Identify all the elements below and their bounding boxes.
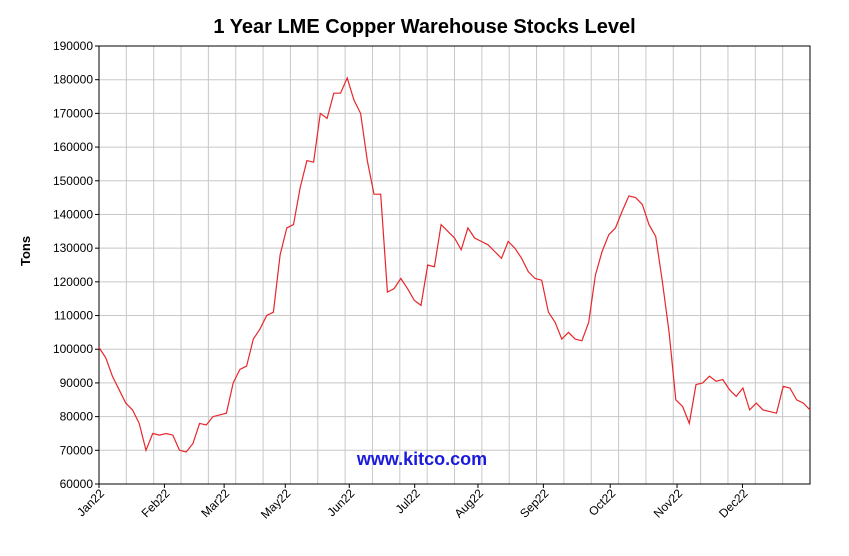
y-tick-label: 100000: [53, 342, 93, 356]
y-tick-label: 150000: [53, 174, 93, 188]
y-tick-label: 90000: [60, 376, 94, 390]
x-tick-label: Sep22: [517, 486, 552, 521]
x-tick-label: Oct22: [586, 486, 619, 519]
x-tick-label: Mar22: [198, 486, 232, 520]
y-tick-label: 160000: [53, 140, 93, 154]
chart-title: 1 Year LME Copper Warehouse Stocks Level: [213, 16, 636, 38]
y-tick-label: 190000: [53, 39, 93, 53]
x-tick-label: Jul22: [393, 486, 423, 516]
y-tick-label: 120000: [53, 275, 93, 289]
x-tick-label: Jun22: [324, 486, 357, 519]
series-line: [98, 76, 811, 453]
x-tick-label: May22: [258, 486, 294, 522]
y-tick-label: 60000: [60, 477, 94, 491]
watermark-text: www.kitco.com: [356, 449, 487, 469]
y-tick-label: 80000: [60, 410, 94, 424]
y-tick-label: 170000: [53, 106, 93, 120]
y-tick-label: 140000: [53, 207, 93, 221]
x-tick-label: Nov22: [651, 486, 686, 521]
x-tick-label: Dec22: [716, 486, 751, 521]
y-tick-label: 180000: [53, 73, 93, 87]
y-tick-label: 130000: [53, 241, 93, 255]
x-tick-label: Aug22: [452, 486, 487, 521]
y-tick-label: 70000: [60, 443, 94, 457]
y-tick-label: 110000: [54, 309, 93, 323]
x-tick-label: Feb22: [139, 486, 173, 520]
plot-frame: [98, 45, 811, 485]
